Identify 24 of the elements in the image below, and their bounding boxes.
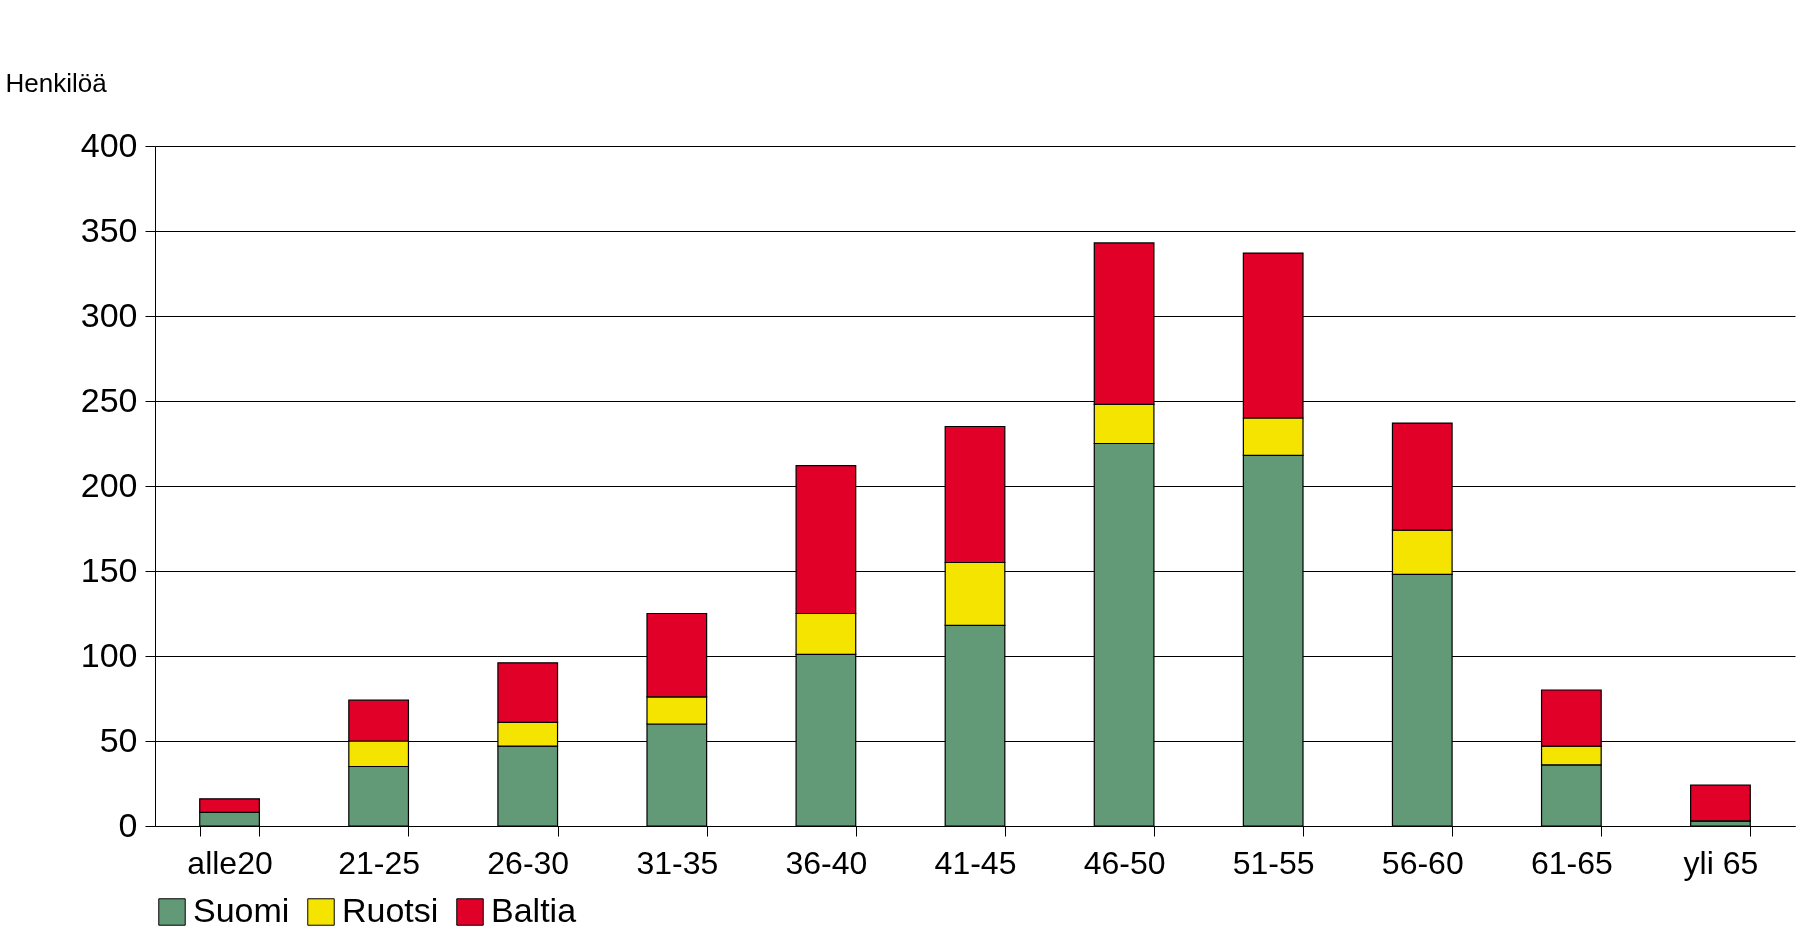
x-tick-label: 21-25 [338, 844, 421, 881]
y-tick-label: 300 [80, 295, 138, 334]
y-tick-label: 250 [80, 380, 138, 419]
x-tick-label: 61-65 [1530, 844, 1613, 881]
x-tick-label: 26-30 [487, 844, 570, 881]
x-tick-label: 56-60 [1381, 844, 1464, 881]
y-tick-label: 200 [80, 465, 138, 504]
x-tick-label: 51-55 [1232, 844, 1315, 881]
y-tick-label: 150 [80, 550, 138, 589]
x-tick-label: 46-50 [1083, 844, 1166, 881]
x-tick-label: 41-45 [934, 844, 1017, 881]
x-tick-label: yli 65 [1683, 844, 1759, 881]
y-tick-label: 100 [80, 635, 138, 674]
y-tick-label: 0 [118, 805, 138, 844]
y-tick-label: 50 [99, 720, 138, 759]
legend-label: Ruotsi [342, 891, 439, 929]
x-tick-label: 36-40 [785, 844, 868, 881]
y-axis-title: Henkilöä [5, 67, 108, 98]
y-tick-label: 400 [80, 125, 138, 164]
legend-label: Suomi [193, 891, 290, 929]
x-tick-label: 31-35 [636, 844, 719, 881]
y-tick-label: 350 [80, 210, 138, 249]
legend-label: Baltia [491, 891, 577, 929]
x-tick-label: alle20 [187, 844, 273, 881]
